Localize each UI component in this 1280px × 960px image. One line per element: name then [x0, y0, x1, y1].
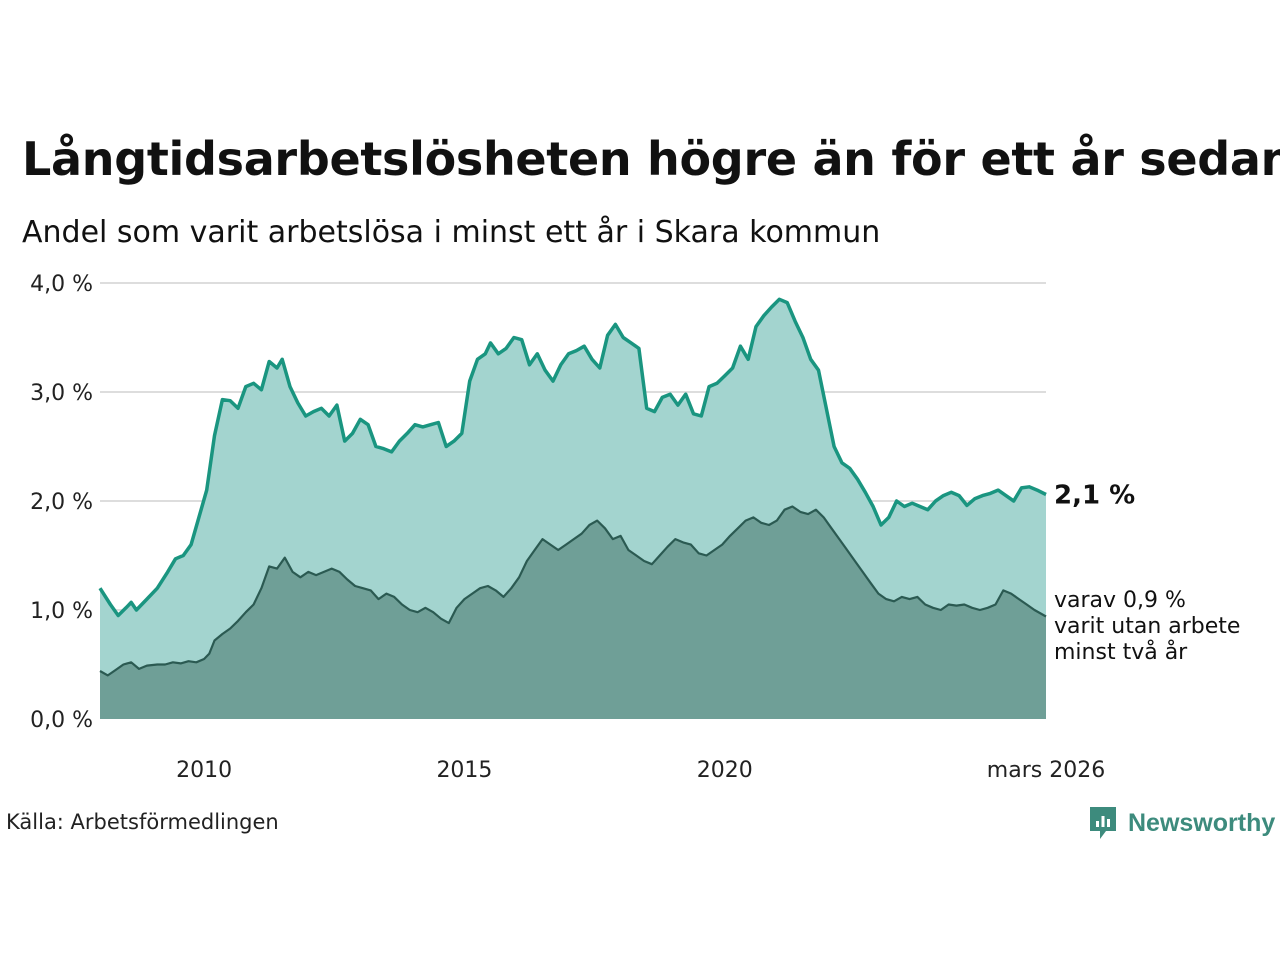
chart-title: Långtidsarbetslösheten högre än för ett …	[22, 132, 1280, 186]
y-tick-label: 3,0 %	[30, 381, 93, 406]
chart-areas	[98, 297, 1047, 719]
long-term-unemployment-line	[98, 297, 1047, 618]
two-year-unemployment-line	[99, 505, 1047, 677]
x-tick-label: 2015	[436, 758, 492, 783]
y-tick-label: 1,0 %	[30, 599, 93, 624]
end-value-label: 2,1 %	[1054, 480, 1135, 510]
y-tick-label: 4,0 %	[30, 272, 93, 297]
brand-logo[interactable]: Newsworthy	[1088, 805, 1275, 841]
sub-series-label: varav 0,9 %	[1054, 588, 1186, 613]
y-tick-label: 2,0 %	[30, 490, 93, 515]
x-tick-label: mars 2026	[987, 758, 1105, 783]
y-tick-label: 0,0 %	[30, 708, 93, 733]
sub-series-label: varit utan arbete	[1054, 614, 1240, 639]
x-tick-label: 2010	[176, 758, 232, 783]
sub-series-label: minst två år	[1054, 639, 1188, 665]
newsworthy-logo-icon	[1090, 807, 1116, 839]
y-axis: 0,0 % 1,0 % 2,0 % 3,0 % 4,0 %	[30, 272, 93, 733]
x-tick-label: 2020	[697, 758, 753, 783]
brand-name: Newsworthy	[1128, 808, 1276, 837]
two-year-unemployment-area	[100, 506, 1046, 719]
x-axis: 2010 2015 2020 mars 2026	[176, 758, 1105, 783]
chart-subtitle: Andel som varit arbetslösa i minst ett å…	[22, 215, 881, 250]
source-note: Källa: Arbetsförmedlingen	[6, 810, 279, 834]
